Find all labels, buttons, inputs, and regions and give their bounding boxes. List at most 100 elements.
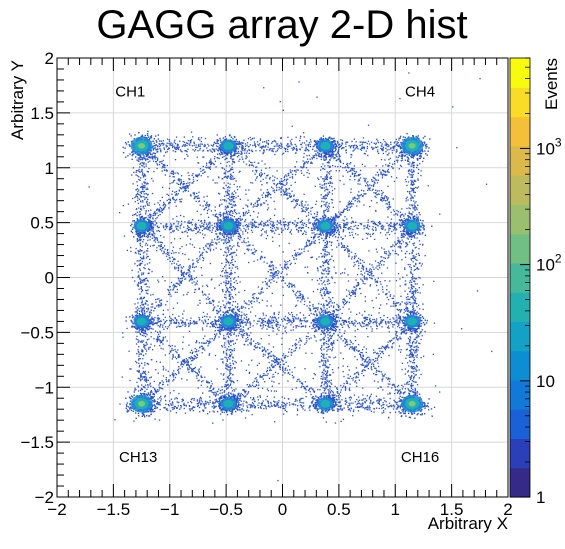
- hist-point: [139, 373, 142, 375]
- hist-point: [283, 218, 285, 220]
- hist-point: [325, 270, 327, 272]
- hist-point: [150, 209, 152, 211]
- hist-point: [387, 225, 389, 227]
- hist-point: [413, 329, 416, 332]
- hist-point: [290, 142, 292, 144]
- hist-point: [261, 320, 264, 322]
- hist-point: [347, 222, 349, 224]
- hist-point: [367, 405, 369, 407]
- hist-point: [285, 224, 287, 226]
- hist-point: [196, 400, 199, 402]
- hist-point: [226, 260, 228, 262]
- hist-point: [138, 158, 140, 161]
- hist-point: [149, 245, 152, 247]
- hist-point: [227, 384, 229, 386]
- hist-point: [414, 331, 416, 333]
- hist-point: [317, 236, 319, 238]
- hist-point: [175, 146, 177, 149]
- hist-point: [262, 145, 264, 147]
- hist-point: [354, 148, 356, 150]
- hist-point: [351, 140, 353, 143]
- hist-point: [366, 327, 368, 330]
- hist-point: [393, 224, 395, 226]
- hist-point: [410, 236, 413, 238]
- hist-point: [326, 162, 328, 164]
- hist-point: [411, 348, 413, 351]
- hist-point: [407, 160, 409, 162]
- hist-point: [329, 391, 332, 393]
- hist-point: [228, 241, 230, 244]
- hist-point: [319, 155, 321, 158]
- hist-point: [199, 396, 202, 399]
- hist-point: [380, 319, 382, 321]
- hist-point: [145, 155, 147, 158]
- hist-point: [325, 156, 327, 159]
- hist-point: [258, 317, 260, 320]
- hist-point: [296, 147, 298, 150]
- hist-point: [146, 244, 149, 246]
- hist-point: [296, 408, 299, 410]
- hist-point: [346, 224, 348, 226]
- hist-point: [409, 193, 411, 195]
- hist-point: [417, 218, 420, 220]
- hist-point: [325, 178, 327, 180]
- hist-point: [231, 215, 233, 217]
- hist-point: [332, 371, 334, 374]
- hist-point: [359, 144, 361, 146]
- hist-point: [199, 411, 201, 413]
- hist-point: [163, 147, 165, 149]
- hist-point: [193, 144, 195, 146]
- hist-point: [223, 254, 225, 256]
- hist-point: [249, 324, 251, 326]
- hist-point: [232, 197, 234, 199]
- hist-point: [279, 406, 282, 408]
- hist-point: [143, 166, 145, 168]
- hist-point: [228, 194, 230, 196]
- hist-point: [165, 151, 167, 153]
- hist-point: [145, 283, 147, 285]
- hist-point: [188, 325, 190, 328]
- hist-point: [229, 303, 231, 305]
- hist-point: [396, 143, 398, 145]
- hist-point: [327, 165, 329, 167]
- hist-point: [142, 350, 144, 352]
- hist-point: [398, 345, 401, 347]
- hist-point: [209, 227, 211, 229]
- hist-point: [224, 356, 226, 358]
- hist-point: [138, 253, 140, 255]
- hist-point: [166, 142, 168, 144]
- hist-point: [407, 381, 409, 383]
- hist-point: [136, 362, 138, 364]
- hist-point: [138, 170, 140, 173]
- hist-point: [344, 320, 346, 322]
- hist-point: [172, 150, 174, 152]
- hist-point: [297, 318, 299, 320]
- hist-point: [331, 202, 333, 204]
- hist-point: [406, 383, 408, 385]
- hist-point: [226, 365, 228, 367]
- hist-point: [391, 152, 394, 154]
- hist-point: [419, 214, 421, 216]
- hist-point: [373, 318, 376, 321]
- hist-point: [232, 168, 234, 170]
- hist-point: [414, 237, 416, 239]
- hist-point: [390, 218, 393, 220]
- hist-point: [329, 159, 331, 162]
- hist-point: [153, 318, 155, 321]
- hist-point: [140, 239, 142, 241]
- hist-point: [202, 321, 204, 323]
- hist-point: [402, 276, 404, 278]
- hist-point: [309, 143, 311, 146]
- hist-point: [141, 164, 143, 167]
- hist-point: [265, 140, 268, 142]
- hist-point: [320, 280, 322, 282]
- hist-point: [230, 380, 232, 382]
- hist-point: [222, 290, 224, 293]
- hist-point: [227, 332, 229, 334]
- hist-point: [202, 410, 205, 412]
- hist-point: [231, 158, 233, 160]
- hist-point: [299, 226, 301, 228]
- hist-point: [348, 145, 350, 147]
- hist-point: [166, 319, 168, 322]
- hist-point: [288, 223, 290, 225]
